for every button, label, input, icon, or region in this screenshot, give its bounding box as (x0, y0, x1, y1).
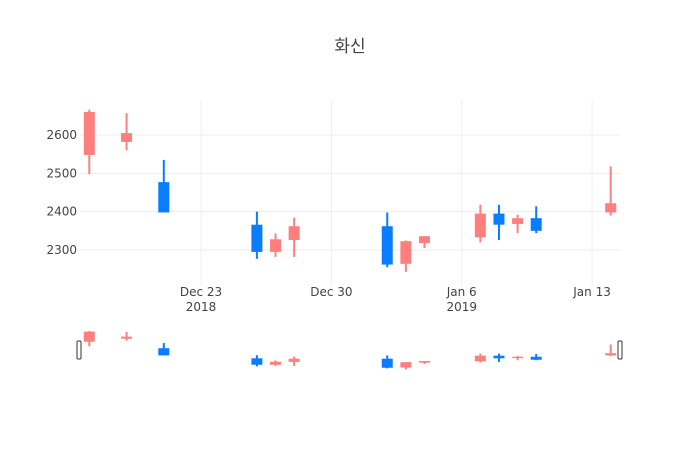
candle[interactable] (121, 331, 133, 341)
candle[interactable] (158, 159, 170, 213)
candle[interactable] (474, 353, 486, 363)
candle[interactable] (605, 166, 617, 216)
candle[interactable] (381, 212, 393, 268)
candle[interactable] (400, 362, 412, 370)
y-tick-label: 2600 (46, 128, 77, 142)
range-slider[interactable] (76, 331, 623, 370)
candle[interactable] (512, 355, 524, 361)
y-tick-label: 2300 (46, 243, 77, 257)
x-tick-label: Dec 23 (180, 285, 222, 299)
x-tick-label: Jan 6 (446, 285, 477, 299)
x-tick-year: 2019 (446, 300, 477, 314)
x-tick-label: Jan 13 (572, 285, 611, 299)
candle[interactable] (605, 344, 617, 357)
candle[interactable] (493, 353, 505, 362)
candle[interactable] (251, 211, 263, 259)
candle[interactable] (381, 355, 393, 369)
y-axis: 2300 2400 2500 2600 (46, 128, 77, 257)
candle[interactable] (83, 331, 95, 347)
candle[interactable] (418, 361, 430, 364)
candle[interactable] (270, 360, 282, 366)
candle[interactable] (83, 109, 95, 175)
candle[interactable] (288, 356, 300, 366)
candle[interactable] (158, 342, 170, 356)
x-tick-label: Dec 30 (310, 285, 352, 299)
candle[interactable] (474, 204, 486, 243)
gridlines (80, 100, 620, 285)
candle[interactable] (400, 240, 412, 272)
candle[interactable] (530, 206, 542, 234)
y-tick-label: 2400 (46, 205, 77, 219)
candle[interactable] (251, 355, 263, 367)
candle[interactable] (270, 233, 282, 257)
candle[interactable] (493, 204, 505, 241)
candle[interactable] (121, 113, 133, 151)
y-tick-label: 2500 (46, 166, 77, 180)
range-slider-right-handle[interactable] (617, 340, 623, 360)
candle[interactable] (530, 353, 542, 361)
range-slider-left-handle[interactable] (76, 340, 82, 360)
candle[interactable] (512, 214, 524, 234)
candle[interactable] (418, 236, 430, 249)
chart-title: 화신 (334, 37, 366, 57)
x-tick-year: 2018 (186, 300, 217, 314)
candle[interactable] (288, 217, 300, 257)
candles[interactable] (83, 109, 617, 272)
